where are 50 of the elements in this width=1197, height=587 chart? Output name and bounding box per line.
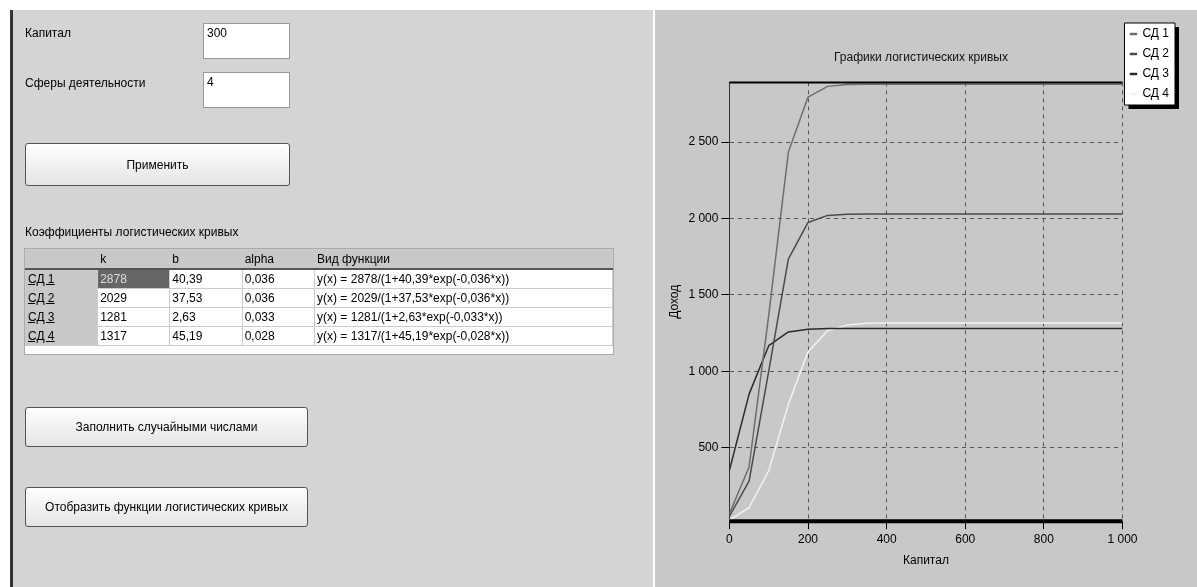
legend-label: СД 4 [1142,86,1170,101]
text: СД 1 [25,269,98,289]
text: 2,63 [169,307,243,327]
text: 40,39 [169,269,243,289]
text: 0,036 [242,288,315,308]
text: 1281 [97,307,170,327]
y-axis-title: Доход [666,284,681,319]
text: СД 2 [25,288,98,308]
text: Капитал [25,26,71,40]
text: СД 3 [25,307,98,327]
text: Отобразить функции логистических кривых [25,487,308,527]
text: alpha [242,249,315,269]
legend-label: СД 2 [1142,46,1170,61]
x-tick-label: 0 [726,531,734,546]
text: 0,033 [242,307,315,327]
y-tick-label: 2 500 [688,134,719,149]
text: 4 [203,72,290,108]
text: Заполнить случайными числами [25,407,308,447]
text: y(x) = 1281/(1+2,63*exp(-0,033*x)) [314,307,613,327]
text: Коэффициенты логистических кривых [25,225,239,239]
y-tick-label: 2 000 [688,210,719,225]
x-tick-label: 200 [798,531,819,546]
text: 1317 [97,326,170,346]
text: Применить [25,143,290,186]
text: Вид функции [314,249,613,269]
y-tick-label: 1 500 [688,287,719,302]
x-tick-label: 800 [1033,531,1055,546]
y-tick-label: 500 [698,440,719,455]
text: y(x) = 2878/(1+40,39*exp(-0,036*x)) [314,269,613,289]
chart-title: Графики логистических кривых [834,49,1008,64]
legend-label: СД 3 [1142,66,1170,81]
text: y(x) = 2029/(1+37,53*exp(-0,036*x)) [314,288,613,308]
x-axis-title: Капитал [902,553,949,568]
x-tick-label: 1 000 [1107,531,1138,546]
text: 37,53 [169,288,243,308]
x-tick-label: 600 [955,531,976,546]
text: 300 [203,23,290,59]
text: 0,028 [242,326,315,346]
text: 2878 [97,269,170,289]
legend-label: СД 1 [1142,26,1170,41]
x-tick-label: 400 [876,531,897,546]
text: 45,19 [169,326,243,346]
text: k [97,249,170,269]
text: y(x) = 1317/(1+45,19*exp(-0,028*x)) [314,326,613,346]
text: СД 4 [25,326,98,346]
text: Сферы деятельности [25,76,146,90]
text: 2029 [97,288,170,308]
y-tick-label: 1 000 [688,363,719,378]
text: 0,036 [242,269,315,289]
text: b [169,249,243,269]
